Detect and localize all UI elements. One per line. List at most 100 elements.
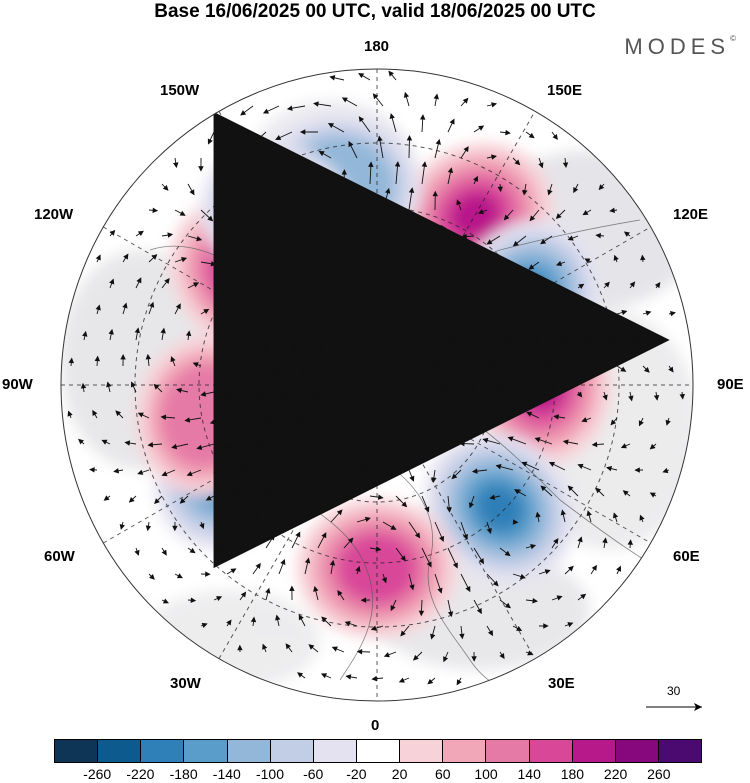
wind-arrow bbox=[94, 355, 101, 367]
wind-arrow bbox=[327, 123, 345, 133]
wind-arrow bbox=[369, 494, 384, 500]
wind-arrow bbox=[496, 382, 502, 393]
wind-arrow bbox=[473, 336, 483, 343]
wind-arrow bbox=[226, 391, 241, 400]
colorbar-tick-label: -220 bbox=[126, 766, 155, 782]
colorbar bbox=[54, 739, 702, 763]
wind-arrow bbox=[602, 391, 608, 401]
wind-arrow bbox=[622, 490, 631, 497]
wind-arrow bbox=[573, 183, 579, 194]
wind-arrow bbox=[382, 469, 393, 477]
wind-arrow bbox=[418, 599, 425, 617]
wind-arrow bbox=[581, 417, 592, 423]
colorbar-swatch bbox=[400, 740, 444, 762]
wind-arrow bbox=[512, 157, 521, 166]
wind-arrow bbox=[469, 383, 476, 393]
wind-arrow bbox=[576, 391, 583, 398]
wind-arrow bbox=[128, 495, 137, 503]
wind-arrow bbox=[330, 461, 338, 471]
wind-arrow bbox=[172, 521, 178, 532]
wind-arrow bbox=[590, 564, 597, 575]
wind-arrow bbox=[639, 514, 645, 523]
wind-arrow bbox=[371, 675, 384, 682]
wind-arrow bbox=[668, 310, 676, 317]
wind-arrow bbox=[443, 651, 449, 663]
wind-arrow bbox=[400, 625, 410, 637]
wind-arrow bbox=[550, 385, 555, 393]
colorbar-tick-label: 60 bbox=[435, 766, 451, 782]
colorbar-ticks: -260 -220 -180 -140 -100 -60 -20 20 60 100 140 180 2… bbox=[54, 766, 702, 783]
wind-arrow bbox=[226, 568, 237, 575]
colorbar-tick-label: -180 bbox=[169, 766, 198, 782]
wind-arrow bbox=[304, 557, 311, 575]
wind-arrow bbox=[161, 469, 176, 477]
wind-arrow bbox=[486, 521, 492, 535]
wind-arrow bbox=[499, 651, 505, 660]
wind-arrow bbox=[179, 495, 189, 504]
wind-arrow bbox=[521, 461, 540, 471]
wind-arrow bbox=[185, 330, 192, 341]
wind-arrow bbox=[330, 509, 343, 523]
wind-arrow bbox=[419, 114, 426, 133]
wind-arrow bbox=[245, 365, 254, 377]
wind-arrow bbox=[89, 467, 98, 473]
wind-arrow bbox=[200, 209, 214, 222]
wind-arrow bbox=[417, 443, 423, 453]
wind-arrow bbox=[237, 339, 243, 350]
wind-arrow bbox=[120, 354, 126, 367]
wind-arrow bbox=[634, 467, 644, 473]
wind-arrow bbox=[482, 437, 501, 445]
wind-arrow bbox=[538, 623, 549, 629]
wind-arrow bbox=[474, 411, 488, 419]
wind-arrow bbox=[473, 125, 485, 133]
wind-arrow bbox=[324, 415, 332, 422]
wind-arrow bbox=[171, 443, 189, 450]
wind-arrow bbox=[207, 131, 215, 145]
wind-arrow bbox=[489, 494, 501, 500]
wind-arrow bbox=[562, 157, 569, 169]
wind-arrow bbox=[160, 327, 166, 341]
wind-arrow bbox=[451, 469, 462, 480]
wind-arrow bbox=[394, 161, 401, 185]
wind-arrow bbox=[627, 539, 633, 549]
wind-arrow bbox=[174, 573, 183, 579]
wind-arrow bbox=[507, 436, 527, 445]
wind-arrow bbox=[358, 73, 371, 81]
wind-arrow bbox=[443, 385, 449, 393]
wind-arrow bbox=[300, 365, 306, 378]
reference-vector-arrow bbox=[646, 703, 702, 711]
colorbar-swatch bbox=[443, 740, 487, 762]
wind-arrow bbox=[564, 565, 574, 575]
wind-arrow bbox=[304, 506, 315, 523]
negative-anomaly-center bbox=[424, 432, 576, 584]
wind-arrow bbox=[383, 651, 397, 658]
wind-arrow bbox=[285, 643, 293, 653]
wind-arrow bbox=[130, 381, 137, 393]
wind-arrow bbox=[595, 232, 605, 239]
wind-arrow bbox=[560, 509, 566, 523]
wind-arrow bbox=[447, 599, 454, 618]
wind-arrow bbox=[577, 463, 592, 471]
wind-arrow bbox=[567, 235, 579, 241]
wind-arrow bbox=[186, 469, 202, 477]
colorbar-swatch bbox=[658, 740, 702, 762]
wind-arrow bbox=[317, 532, 327, 549]
wind-arrow bbox=[135, 277, 142, 289]
wind-arrow bbox=[343, 488, 357, 497]
copyright-mark: © bbox=[730, 34, 736, 43]
wind-arrow bbox=[562, 439, 579, 445]
wind-arrow bbox=[95, 254, 101, 263]
colorbar-swatch bbox=[270, 740, 314, 762]
wind-arrow bbox=[553, 414, 566, 420]
wind-arrow bbox=[616, 365, 627, 372]
wind-arrow bbox=[408, 187, 415, 211]
wind-arrow bbox=[535, 511, 541, 523]
colorbar-tick-label: -100 bbox=[255, 766, 285, 782]
wind-arrow bbox=[265, 587, 271, 601]
wind-arrow bbox=[468, 495, 475, 509]
wind-arrow bbox=[302, 458, 309, 471]
wind-arrow bbox=[153, 383, 163, 393]
wind-arrow bbox=[356, 466, 368, 472]
wind-arrow bbox=[170, 356, 176, 367]
